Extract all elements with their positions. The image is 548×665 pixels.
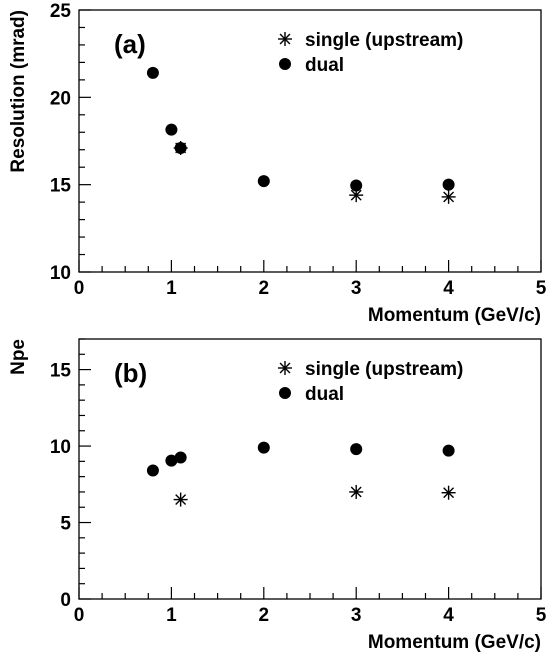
data-point-circle <box>442 178 455 191</box>
x-tick-label: 2 <box>259 605 270 626</box>
legend-marker-circle <box>279 58 291 70</box>
data-point-asterisk <box>441 485 456 500</box>
data-point-circle <box>174 141 187 154</box>
asterisk-stroke <box>350 486 362 498</box>
x-axis-title: Momentum (GeV/c) <box>368 632 541 653</box>
data-point-asterisk <box>441 189 456 204</box>
asterisk-stroke <box>443 487 455 499</box>
data-point-circle <box>165 454 178 467</box>
legend: single (upstream) dual <box>278 359 463 405</box>
x-tick-label: 4 <box>443 605 454 626</box>
legend-marker-asterisk <box>278 361 292 375</box>
asterisk-stroke <box>175 494 187 506</box>
y-tick-label: 10 <box>50 263 71 284</box>
data-point-circle <box>146 66 159 79</box>
data-point-circle <box>350 443 363 456</box>
chart-panel-b: 0 1 2 3 4 5 0 5 10 15 Momentum (GeV/c) Npe (b) single… <box>8 338 547 653</box>
legend-entry-label: single (upstream) <box>305 30 463 51</box>
x-axis-title: Momentum (GeV/c) <box>368 305 541 326</box>
chart-panel-a: 0 1 2 3 4 5 10 15 20 25 Momentum (GeV/c) Resolution… <box>8 1 547 326</box>
legend: single (upstream) dual <box>278 30 463 76</box>
panel-label: (b) <box>114 358 147 388</box>
data-point-circle <box>257 441 270 454</box>
asterisk-stroke <box>443 191 455 203</box>
legend-marker-circle <box>279 387 291 399</box>
y-tick-label: 15 <box>50 361 72 382</box>
y-tick-label: 0 <box>60 590 71 611</box>
data-point-circle <box>257 175 270 188</box>
data-point-circle <box>146 464 159 477</box>
x-tick-label: 4 <box>443 278 454 299</box>
x-tick-label: 1 <box>166 605 177 626</box>
series-dual <box>146 441 455 477</box>
y-tick-label: 5 <box>60 514 71 535</box>
legend-entry-label: dual <box>305 384 344 405</box>
y-tick-label: 15 <box>50 176 72 197</box>
asterisk-stroke <box>279 33 291 45</box>
x-tick-label: 0 <box>74 605 85 626</box>
data-point-asterisk <box>349 484 364 499</box>
legend-entry-label: dual <box>305 55 344 76</box>
asterisk-stroke <box>279 362 291 374</box>
legend-entry-label: single (upstream) <box>305 359 463 380</box>
y-axis-title: Npe <box>8 339 29 375</box>
data-point-circle <box>442 444 455 457</box>
x-tick-label: 0 <box>74 278 85 299</box>
x-tick-label: 5 <box>536 278 547 299</box>
legend-marker-asterisk <box>278 32 292 46</box>
data-point-circle <box>165 123 178 136</box>
y-tick-label: 10 <box>50 437 71 458</box>
asterisk-stroke <box>350 189 362 201</box>
y-tick-label: 20 <box>50 88 71 109</box>
series-dual <box>146 66 455 192</box>
data-point-asterisk <box>173 492 188 507</box>
data-point-circle <box>174 451 187 464</box>
y-axis-title: Resolution (mrad) <box>8 10 29 173</box>
data-point-circle <box>350 179 363 192</box>
x-tick-label: 3 <box>351 605 362 626</box>
series-single-upstream <box>173 484 456 507</box>
y-tick-label: 25 <box>50 1 72 22</box>
series-single-upstream <box>173 140 456 204</box>
x-tick-label: 5 <box>536 605 547 626</box>
panel-label: (a) <box>114 29 146 59</box>
x-tick-label: 1 <box>166 278 177 299</box>
x-tick-label: 3 <box>351 278 362 299</box>
x-tick-label: 2 <box>259 278 270 299</box>
